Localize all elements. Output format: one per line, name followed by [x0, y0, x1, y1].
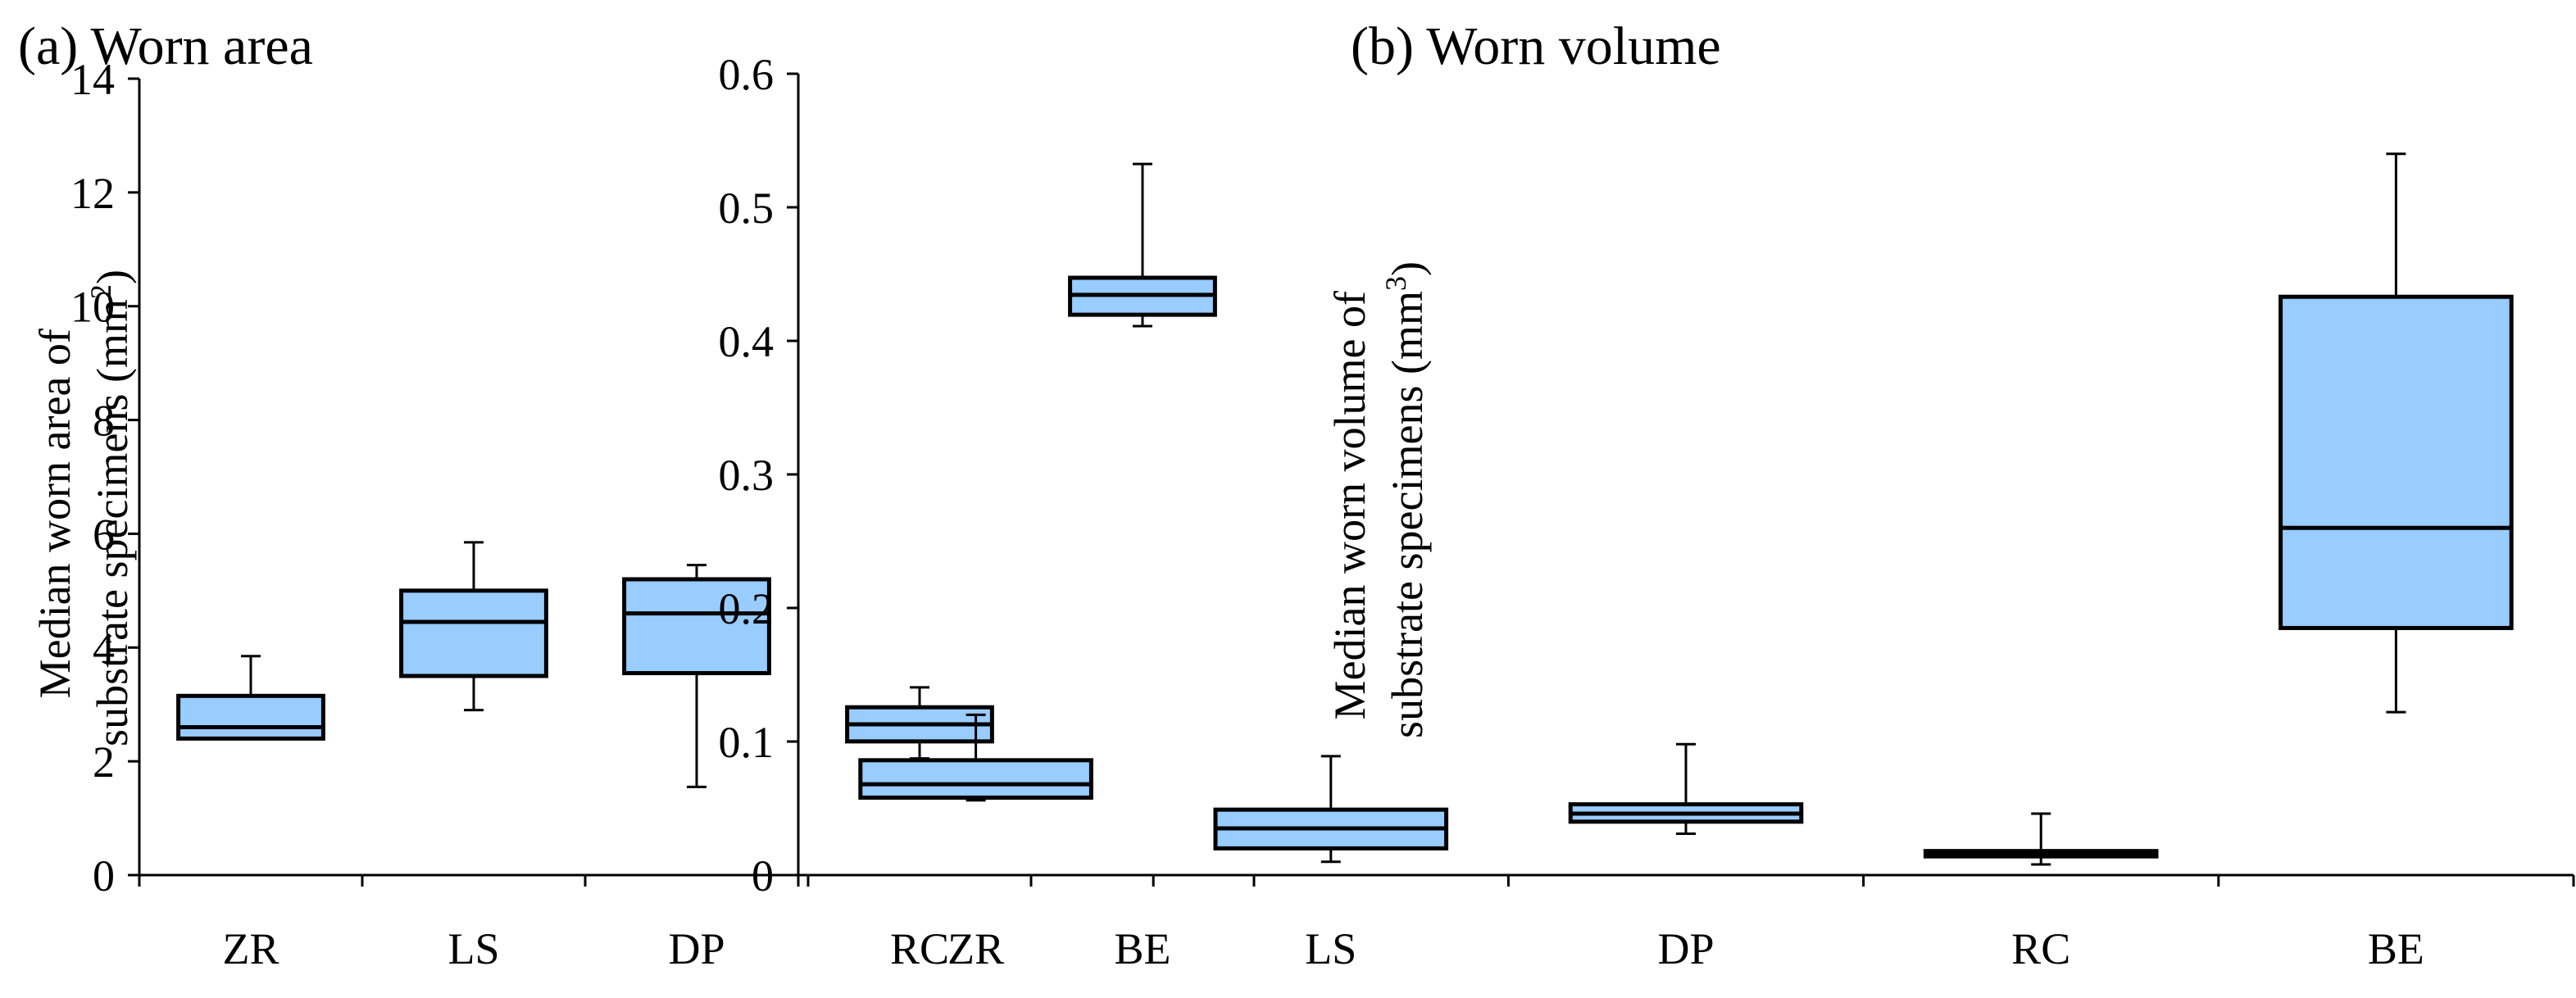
panel-a-y-axis-label-text: substrate specimens (mm	[88, 299, 137, 746]
y-tick-label: 12	[70, 169, 115, 218]
x-tick-label: ZR	[222, 924, 279, 973]
y-tick-label: 0	[752, 851, 774, 900]
y-tick-label: 0.3	[719, 451, 775, 500]
box-dp	[622, 564, 771, 788]
x-tick-label: LS	[1305, 924, 1356, 973]
panel-b-y-axis-label-exponent: 3	[1379, 276, 1412, 291]
box-ls	[1213, 755, 1449, 864]
y-tick-label: 0.1	[719, 718, 775, 767]
panel-a-title: (a) Worn area	[18, 16, 313, 76]
box-body	[399, 588, 548, 678]
y-tick-label: 0	[93, 851, 115, 900]
box-zr	[858, 713, 1093, 802]
box-rc	[845, 686, 994, 760]
x-tick-label: DP	[1657, 924, 1714, 973]
panel-worn-area: (a) Worn area Median worn area of substr…	[18, 16, 1256, 973]
panel-a-y-axis-label-line1: Median worn area of	[30, 329, 80, 698]
panel-b-y-axis-label-line2: substrate specimens (mm3)	[1379, 261, 1432, 738]
box-be	[1068, 162, 1217, 328]
box-rc	[1923, 812, 2159, 866]
panel-b-y-axis-label-text: substrate specimens (mm	[1383, 291, 1432, 738]
panel-a-y-axis-label-line2: substrate specimens (mm2)	[84, 270, 137, 746]
box-dp	[1568, 742, 1804, 835]
panel-b-y-axis-label-line1: Median worn volume of	[1325, 291, 1374, 719]
panel-b-y-axis-label: Median worn volume of substrate specimen…	[1325, 261, 1432, 738]
y-tick-label: 6	[93, 510, 115, 559]
x-tick-label: RC	[2011, 924, 2070, 973]
panel-a-y-axis-label-exponent: 2	[84, 284, 117, 299]
y-tick-label: 0.6	[719, 50, 775, 99]
box-body	[176, 693, 325, 741]
y-tick-label: 14	[70, 55, 115, 104]
panel-worn-volume: (b) Worn volume Median worn volume of su…	[719, 16, 2575, 973]
y-tick-label: 10	[70, 283, 115, 332]
y-tick-label: 0.4	[719, 317, 775, 366]
y-tick-label: 4	[93, 624, 115, 673]
box-body	[622, 577, 771, 676]
box-zr	[176, 655, 325, 741]
y-tick-label: 0.2	[719, 584, 775, 633]
panel-a-y-axis-label-close: )	[88, 270, 137, 284]
panel-a-y-axis-label: Median worn area of substrate specimens …	[30, 270, 137, 746]
x-tick-label: RC	[890, 924, 949, 973]
box-body	[2278, 294, 2514, 630]
box-be	[2278, 152, 2514, 714]
x-tick-label: BE	[1114, 924, 1170, 973]
panel-b-plot-area: 0 0.1 0.2 0.3 0.4 0.5 0.6 ZR LS DP RC BE	[719, 50, 2575, 973]
y-tick-label: 2	[93, 737, 115, 787]
x-tick-label: BE	[2368, 924, 2424, 973]
box-ls	[399, 541, 548, 712]
x-tick-label: LS	[448, 924, 499, 973]
x-tick-label: DP	[668, 924, 725, 973]
panel-a-plot-area: 0 2 4 6 8 10 12 14 ZR LS DP RC BE	[70, 55, 1256, 973]
y-tick-label: 8	[93, 397, 115, 446]
y-tick-label: 0.5	[719, 184, 775, 233]
panel-b-y-axis-label-close: )	[1383, 261, 1432, 276]
x-tick-label: ZR	[947, 924, 1004, 973]
panel-b-title: (b) Worn volume	[1351, 16, 1721, 76]
box-body	[858, 758, 1093, 800]
